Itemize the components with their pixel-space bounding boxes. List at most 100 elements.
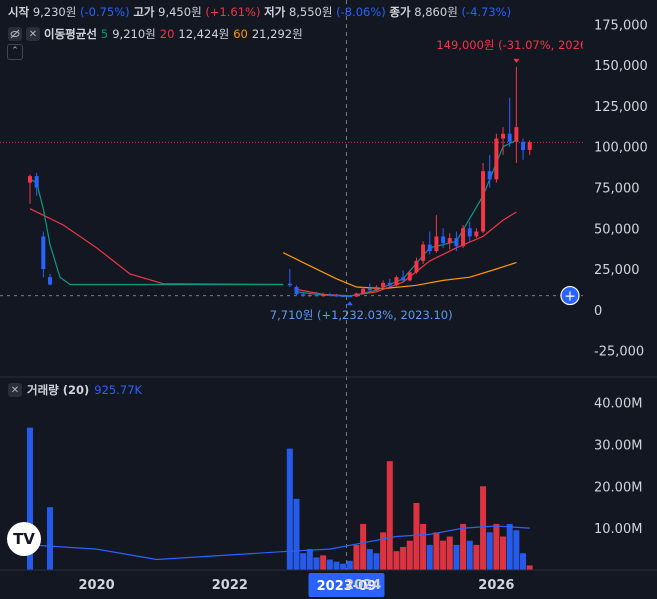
low-annotation: 7,710원 (+1,232.03%, 2023.10) bbox=[270, 308, 453, 322]
close-icon[interactable]: ✕ bbox=[8, 383, 22, 397]
candle-body bbox=[327, 294, 332, 296]
volume-bar bbox=[406, 540, 413, 570]
ma5-value: 9,210원 bbox=[112, 27, 156, 41]
candle-body bbox=[414, 260, 419, 273]
candle-body bbox=[361, 288, 366, 294]
price-tick-label: 50,000 bbox=[594, 222, 640, 237]
volume-bar bbox=[500, 536, 507, 570]
candle-body bbox=[321, 294, 326, 296]
candle-body bbox=[454, 238, 459, 247]
candle-body bbox=[301, 294, 306, 296]
volume-bar bbox=[446, 536, 453, 570]
candle-body bbox=[501, 133, 506, 139]
volume-bar bbox=[286, 448, 293, 570]
volume-bar bbox=[480, 486, 487, 570]
volume-bar bbox=[460, 523, 467, 570]
ma5-line bbox=[29, 178, 284, 286]
high-change: (+1.61%) bbox=[205, 5, 261, 19]
volume-bar bbox=[486, 532, 493, 570]
volume-bar bbox=[473, 544, 480, 570]
volume-tick-label: 20.00M bbox=[594, 480, 642, 495]
candle-body bbox=[467, 228, 472, 237]
volume-bar bbox=[346, 560, 353, 570]
price-pane[interactable] bbox=[27, 66, 532, 298]
close-icon[interactable]: ✕ bbox=[26, 27, 40, 41]
volume-bar bbox=[380, 532, 387, 570]
tradingview-logo[interactable]: TV bbox=[7, 522, 41, 556]
candle-body bbox=[341, 296, 346, 298]
volume-bar bbox=[373, 553, 380, 570]
volume-name: 거래량 (20) bbox=[27, 383, 90, 397]
price-tick-label: 150,000 bbox=[594, 59, 648, 74]
ma20-label: 20 bbox=[159, 27, 175, 41]
volume-bar bbox=[326, 559, 333, 570]
candle-body bbox=[347, 296, 352, 298]
volume-bar bbox=[46, 507, 53, 570]
high-marker bbox=[513, 58, 520, 63]
volume-bar bbox=[526, 565, 533, 570]
eye-off-icon[interactable] bbox=[8, 27, 22, 41]
low-marker bbox=[346, 301, 353, 306]
ma20-value: 12,424원 bbox=[178, 27, 230, 41]
candle-body bbox=[507, 133, 512, 142]
crosshair-time-tag bbox=[308, 573, 385, 597]
time-tick-label: 2020 bbox=[79, 578, 115, 593]
volume-legend: ✕ 거래량 (20) 925.77K bbox=[8, 382, 142, 398]
candle-body bbox=[27, 176, 32, 183]
candle-body bbox=[527, 142, 532, 150]
price-grid bbox=[0, 0, 583, 570]
candle-body bbox=[367, 288, 372, 291]
ma-legend: ✕ 이동평균선 5 9,210원 20 12,424원 60 21,292원 bbox=[8, 26, 303, 42]
candle-body bbox=[287, 283, 292, 286]
add-alert-button[interactable] bbox=[560, 285, 580, 306]
volume-bar bbox=[420, 523, 427, 570]
candle-body bbox=[374, 286, 379, 291]
volume-bar bbox=[453, 544, 460, 570]
candle-body bbox=[487, 171, 492, 180]
volume-bar bbox=[426, 544, 433, 570]
volume-bar bbox=[333, 561, 340, 570]
candle-body bbox=[441, 236, 446, 243]
time-tick-label: 2026 bbox=[478, 578, 514, 593]
ma-name: 이동평균선 bbox=[44, 27, 97, 41]
high-value: 9,450원 bbox=[158, 5, 202, 19]
collapse-legend-button[interactable]: ⌃ bbox=[7, 44, 23, 60]
ma60-value: 21,292원 bbox=[251, 27, 303, 41]
volume-bar bbox=[386, 461, 393, 570]
price-tick-label: 175,000 bbox=[594, 18, 648, 33]
candle-body bbox=[514, 127, 519, 142]
low-label: 저가 bbox=[264, 5, 286, 19]
volume-bar bbox=[520, 553, 527, 570]
volume-bar bbox=[320, 555, 327, 570]
price-tick-label: 125,000 bbox=[594, 100, 648, 115]
price-tick-label: 25,000 bbox=[594, 263, 640, 278]
price-tick-label: 75,000 bbox=[594, 182, 640, 197]
volume-pane[interactable] bbox=[26, 427, 533, 570]
volume-bar bbox=[433, 532, 440, 570]
candle-body bbox=[421, 244, 426, 261]
volume-bar bbox=[466, 540, 473, 570]
candle-body bbox=[434, 236, 439, 252]
candle-body bbox=[461, 228, 466, 247]
candle-body bbox=[314, 295, 319, 297]
candle-body bbox=[481, 171, 486, 232]
low-change: (-8.06%) bbox=[336, 5, 386, 19]
open-value: 9,230원 bbox=[32, 5, 77, 19]
open-label: 시작 bbox=[8, 5, 30, 19]
candle-body bbox=[294, 286, 299, 295]
candle-body bbox=[307, 295, 312, 297]
candle-body bbox=[447, 238, 452, 243]
crosshair-time-label: 2023-09 bbox=[317, 579, 377, 594]
volume-tick-label: 10.00M bbox=[594, 522, 642, 537]
volume-bar bbox=[340, 563, 347, 570]
candle-body bbox=[401, 277, 406, 281]
candle-body bbox=[34, 176, 39, 188]
candle-body bbox=[387, 282, 392, 286]
volume-tick-label: 40.00M bbox=[594, 397, 642, 412]
volume-bar bbox=[440, 540, 447, 570]
close-change: (-4.73%) bbox=[461, 5, 512, 19]
volume-bar bbox=[493, 523, 500, 570]
ma60-label: 60 bbox=[233, 27, 248, 41]
